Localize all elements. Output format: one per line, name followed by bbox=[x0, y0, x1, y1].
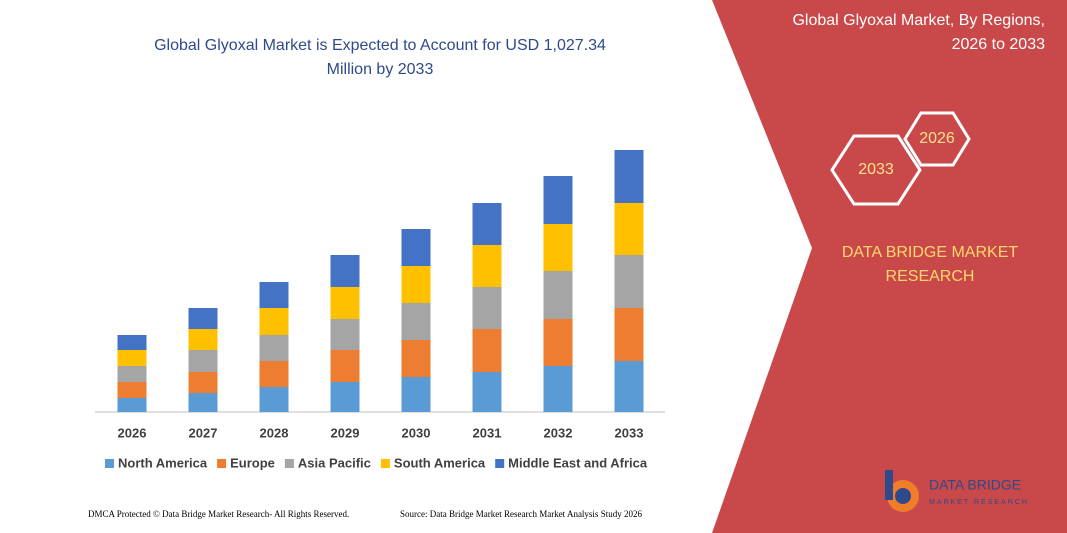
bar-segment bbox=[472, 372, 502, 412]
bar-segment bbox=[117, 335, 147, 350]
bar-segment bbox=[259, 361, 289, 387]
legend-label: Europe bbox=[230, 455, 275, 470]
bar-segment bbox=[543, 366, 573, 412]
bar-segment bbox=[614, 150, 644, 203]
legend-label: North America bbox=[118, 455, 208, 470]
bar-segment bbox=[259, 282, 289, 308]
bar-segment bbox=[188, 329, 218, 350]
legend-label: South America bbox=[394, 455, 486, 470]
logo-mark bbox=[895, 488, 911, 504]
x-tick-label: 2027 bbox=[189, 425, 218, 440]
bar-segment bbox=[543, 319, 573, 366]
bar-segment bbox=[614, 361, 644, 412]
x-tick-label: 2029 bbox=[331, 425, 360, 440]
bar-segment bbox=[401, 303, 431, 340]
bar-segment bbox=[472, 329, 502, 372]
chart-title: Global Glyoxal Market is Expected to Acc… bbox=[154, 37, 606, 54]
x-tick-label: 2031 bbox=[473, 425, 502, 440]
chart-title: Million by 2033 bbox=[327, 61, 434, 78]
legend-swatch bbox=[217, 459, 227, 468]
panel-title: 2026 to 2033 bbox=[952, 36, 1046, 53]
bar-segment bbox=[614, 203, 644, 255]
footer-left: DMCA Protected © Data Bridge Market Rese… bbox=[88, 509, 349, 519]
bar-segment bbox=[188, 393, 218, 412]
hexagon bbox=[903, 111, 971, 167]
bar-segment bbox=[330, 287, 360, 319]
bar-segment bbox=[330, 382, 360, 412]
bar-segment bbox=[543, 271, 573, 319]
bar-segment bbox=[330, 350, 360, 382]
bar-segment bbox=[472, 203, 502, 245]
bar-segment bbox=[259, 308, 289, 335]
brand-text: RESEARCH bbox=[886, 268, 975, 285]
bar-segment bbox=[188, 350, 218, 372]
hexagon-label: 2033 bbox=[858, 161, 894, 178]
logo-text: DATA BRIDGE bbox=[929, 477, 1021, 493]
panel-title: Global Glyoxal Market, By Regions, bbox=[792, 12, 1045, 29]
legend-swatch bbox=[495, 459, 505, 468]
x-tick-label: 2028 bbox=[260, 425, 289, 440]
bar-segment bbox=[543, 224, 573, 271]
red-panel bbox=[712, 0, 1067, 533]
logo: DATA BRIDGE MARKET RESEARCH bbox=[885, 470, 1029, 512]
hexagon bbox=[830, 134, 922, 206]
hexagon-label: 2026 bbox=[919, 130, 955, 147]
x-tick-label: 2026 bbox=[118, 425, 147, 440]
bar-segment bbox=[117, 382, 147, 398]
bar-segment bbox=[401, 377, 431, 412]
bar-segment bbox=[543, 176, 573, 224]
logo-subtitle: MARKET RESEARCH bbox=[929, 499, 1029, 506]
bar-segment bbox=[259, 335, 289, 361]
bar-segment bbox=[259, 387, 289, 412]
bar-segment bbox=[401, 229, 431, 266]
bar-segment bbox=[188, 372, 218, 393]
logo-mark bbox=[885, 470, 893, 500]
bar-segment bbox=[117, 398, 147, 412]
x-tick-label: 2033 bbox=[615, 425, 644, 440]
bar-segment bbox=[330, 319, 360, 350]
legend-label: Asia Pacific bbox=[298, 455, 371, 470]
bar-segment bbox=[117, 366, 147, 382]
legend-swatch bbox=[380, 459, 390, 468]
legend-swatch bbox=[105, 459, 114, 468]
bar-segment bbox=[614, 308, 644, 361]
bar-segment bbox=[472, 245, 502, 287]
bar-segment bbox=[472, 287, 502, 329]
bar-segment bbox=[401, 266, 431, 303]
bar-segment bbox=[188, 308, 218, 329]
brand-text: DATA BRIDGE MARKET bbox=[842, 244, 1019, 261]
bar-segment bbox=[117, 350, 147, 366]
bar-segment bbox=[401, 340, 431, 377]
bar-segment bbox=[614, 255, 644, 308]
legend-swatch bbox=[284, 459, 294, 468]
x-tick-label: 2030 bbox=[402, 425, 431, 440]
x-tick-label: 2032 bbox=[544, 425, 573, 440]
footer-right: Source: Data Bridge Market Research Mark… bbox=[400, 509, 642, 519]
bar-segment bbox=[330, 255, 360, 287]
legend-label: Middle East and Africa bbox=[508, 455, 648, 470]
